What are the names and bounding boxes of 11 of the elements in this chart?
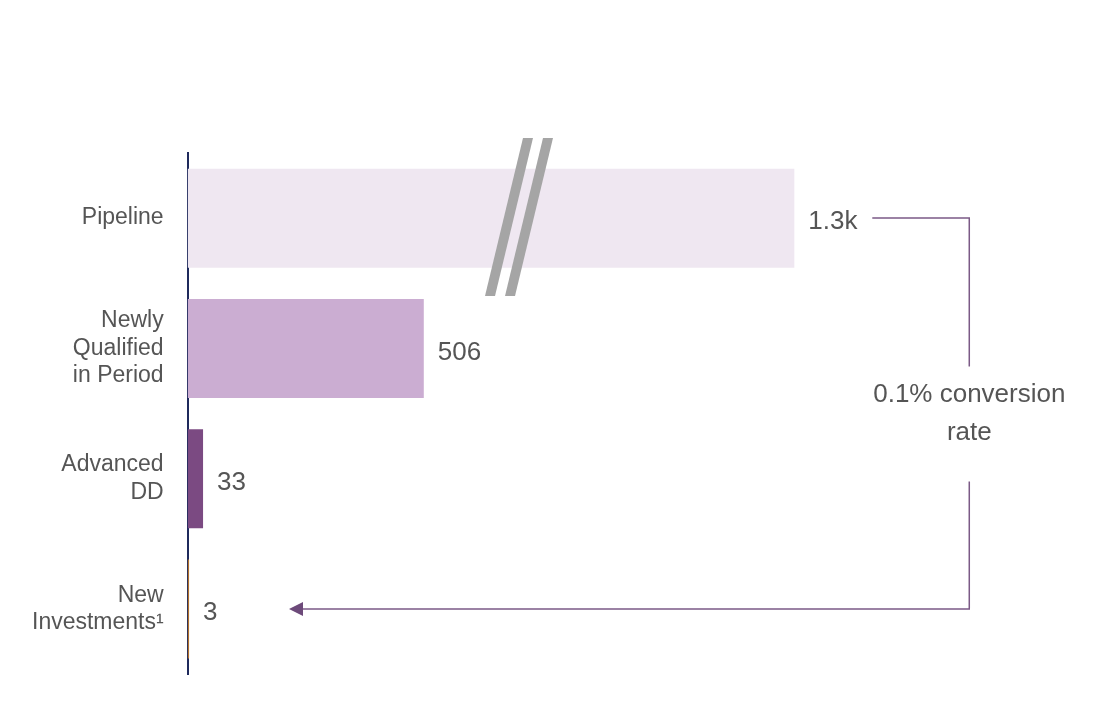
data-label: 3 [203, 596, 218, 627]
bar [187, 429, 204, 529]
y-tick-label: New Investments¹ [32, 580, 165, 635]
data-label: 1.3k [808, 205, 859, 236]
y-tick-label: Advanced DD [61, 450, 164, 504]
y-tick-label: Pipeline [81, 203, 164, 230]
bar [187, 298, 424, 398]
data-label: 506 [437, 335, 482, 366]
data-label: 33 [217, 465, 246, 496]
text: 0.1% conversion rate [872, 376, 1067, 448]
y-tick-label: Newly Qualified in Period [72, 306, 165, 388]
